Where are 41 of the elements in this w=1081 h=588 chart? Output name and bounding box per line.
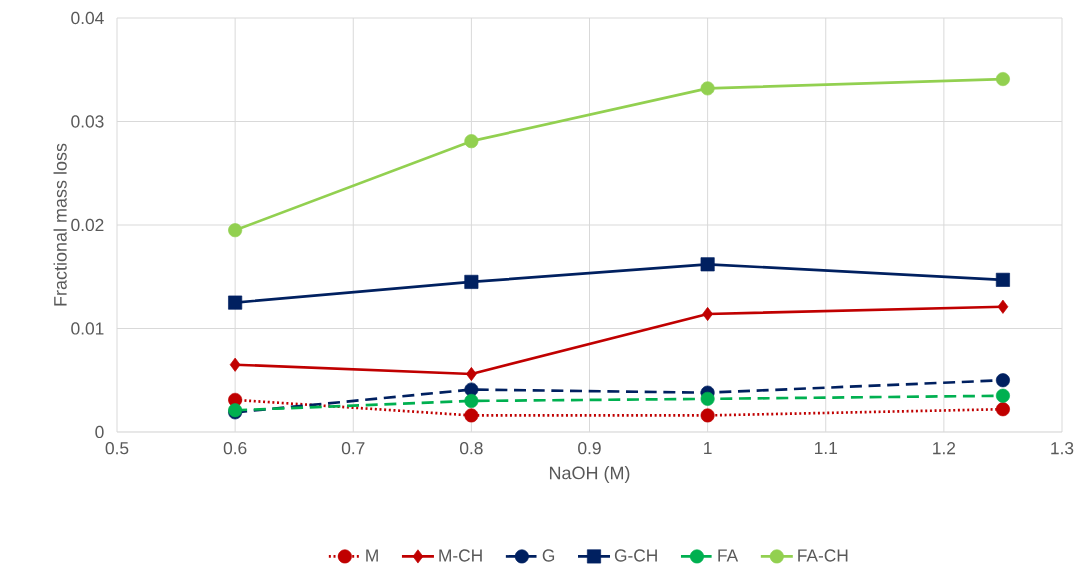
y-tick-label: 0 <box>95 425 104 439</box>
point <box>995 388 1010 403</box>
point <box>995 373 1010 388</box>
point <box>700 408 715 423</box>
point <box>700 257 715 272</box>
x-tick-label: 0.8 <box>460 442 483 455</box>
point <box>464 134 479 149</box>
x-tick-label: 1.1 <box>815 442 837 454</box>
point <box>466 367 477 382</box>
point <box>995 72 1010 87</box>
point <box>229 357 241 372</box>
x-axis-title: NaOH (M) <box>549 466 630 483</box>
legend-label: G-CH <box>614 549 657 562</box>
point <box>464 274 479 289</box>
y-tick-label: 0.01 <box>71 322 104 335</box>
point <box>464 393 479 408</box>
point <box>995 272 1010 287</box>
point <box>464 382 479 397</box>
legend-label: G <box>542 549 555 562</box>
point <box>464 408 479 423</box>
x-tick-label: 0.5 <box>105 442 129 455</box>
x-tick-label: 0.6 <box>223 442 247 455</box>
point <box>995 402 1010 417</box>
y-tick-label: 0.02 <box>71 218 104 232</box>
legend-label: FA-CH <box>798 549 848 562</box>
x-tick-label: 0.7 <box>341 442 365 455</box>
point <box>700 81 715 96</box>
y-tick-label: 0.04 <box>71 11 104 25</box>
point <box>228 295 243 310</box>
x-tick-label: 1.3 <box>1051 442 1074 455</box>
x-tick-label: 1 <box>704 442 712 454</box>
point <box>997 299 1009 314</box>
legend-label: FA <box>718 549 739 562</box>
x-tick-label: 0.9 <box>578 442 601 455</box>
legend-label: M-CH <box>439 549 482 562</box>
legend-label: M <box>366 549 378 562</box>
y-tick-label: 0.03 <box>71 115 104 128</box>
point <box>228 223 243 238</box>
y-axis-title: Fractional mass loss <box>53 143 67 306</box>
x-tick-label: 1.2 <box>933 442 956 455</box>
point <box>700 391 715 406</box>
